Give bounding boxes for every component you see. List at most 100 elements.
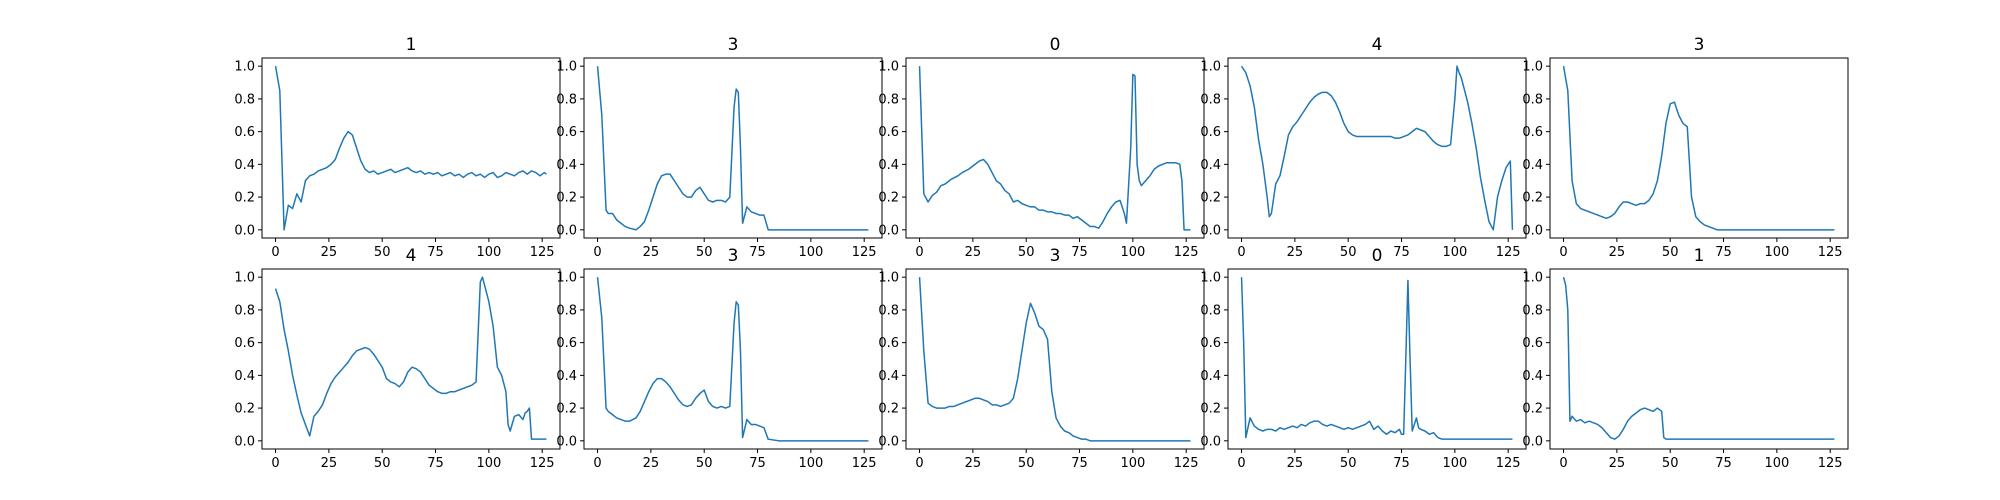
subplot-title: 1 [1694, 246, 1705, 266]
y-tick-label: 0.0 [1522, 434, 1543, 449]
y-tick-label: 0.4 [1522, 158, 1543, 173]
x-tick-label: 50 [374, 456, 391, 471]
y-tick-label: 0.0 [878, 223, 899, 238]
x-tick-label: 25 [965, 456, 982, 471]
subplot-title: 3 [1050, 246, 1061, 266]
x-tick-label: 125 [1174, 245, 1199, 260]
subplot-title: 3 [1694, 35, 1705, 55]
y-tick-label: 0.4 [234, 369, 255, 384]
x-tick-label: 100 [1120, 245, 1145, 260]
y-tick-label: 0.8 [1200, 92, 1221, 107]
subplot-title: 3 [728, 246, 739, 266]
y-tick-label: 0.2 [1200, 191, 1221, 206]
y-tick-label: 0.6 [878, 336, 899, 351]
axes-frame [583, 268, 883, 450]
x-tick-label: 50 [1018, 245, 1035, 260]
y-tick-label: 0.8 [878, 92, 899, 107]
series-line [1562, 276, 1835, 440]
y-tick-label: 0.4 [1200, 158, 1221, 173]
x-tick-label: 0 [593, 245, 601, 260]
series-line [596, 66, 869, 231]
x-tick-label: 50 [374, 245, 391, 260]
y-tick-label: 0.6 [556, 336, 577, 351]
y-tick-label: 0.6 [1200, 336, 1221, 351]
subplot-title: 1 [406, 35, 417, 55]
series-line [1240, 65, 1514, 231]
x-tick-label: 100 [798, 245, 823, 260]
x-tick-label: 25 [965, 245, 982, 260]
y-tick-label: 0.8 [1522, 303, 1543, 318]
y-tick-label: 0.6 [1200, 125, 1221, 140]
y-tick-label: 1.0 [878, 271, 899, 286]
x-tick-label: 100 [1764, 456, 1789, 471]
subplot-7: 3 0 25 50 75 100 125 0.0 0.2 0.4 0.6 0.8 1.0 [878, 246, 1205, 471]
x-tick-label: 100 [476, 456, 501, 471]
y-tick-label: 1.0 [234, 271, 255, 286]
subplot-9: 1 0 25 50 75 100 125 0.0 0.2 0.4 0.6 0.8 1.0 [1522, 246, 1849, 471]
axes-frame [1227, 268, 1527, 450]
y-tick-label: 0.4 [1200, 369, 1221, 384]
x-tick-label: 25 [643, 456, 660, 471]
x-tick-label: 25 [1287, 456, 1304, 471]
y-tick-label: 1.0 [234, 60, 255, 75]
x-tick-label: 0 [1559, 245, 1567, 260]
x-tick-label: 125 [852, 245, 877, 260]
x-tick-label: 100 [1764, 245, 1789, 260]
x-tick-label: 25 [1609, 456, 1626, 471]
y-tick-label: 0.8 [556, 92, 577, 107]
y-tick-label: 0.0 [234, 434, 255, 449]
y-tick-label: 0.6 [234, 336, 255, 351]
series-line [596, 277, 869, 442]
y-tick-label: 0.6 [1522, 125, 1543, 140]
x-tick-label: 25 [1609, 245, 1626, 260]
subplot-1: 3 0 25 50 75 100 125 0.0 0.2 0.4 0.6 0.8 1.0 [556, 35, 883, 260]
y-tick-label: 0.2 [234, 402, 255, 417]
x-tick-label: 75 [1393, 245, 1410, 260]
y-tick-label: 0.0 [1200, 434, 1221, 449]
x-tick-label: 75 [749, 245, 766, 260]
x-tick-label: 75 [1071, 456, 1088, 471]
x-tick-label: 0 [271, 456, 279, 471]
x-tick-label: 125 [1818, 245, 1843, 260]
y-tick-label: 0.4 [878, 158, 899, 173]
axes-frame [905, 57, 1205, 239]
x-tick-label: 25 [321, 245, 338, 260]
x-tick-label: 0 [1559, 456, 1567, 471]
subplot-0: 1 0 25 50 75 100 125 0.0 0.2 0.4 0.6 0.8 1.0 [234, 35, 561, 260]
y-tick-label: 0.2 [1200, 402, 1221, 417]
y-tick-label: 0.0 [1200, 223, 1221, 238]
x-tick-label: 75 [427, 245, 444, 260]
y-tick-label: 0.2 [234, 191, 255, 206]
x-tick-label: 100 [798, 456, 823, 471]
x-tick-label: 0 [1237, 456, 1245, 471]
y-tick-label: 0.0 [1522, 223, 1543, 238]
x-tick-label: 100 [1442, 456, 1467, 471]
x-tick-label: 50 [1018, 456, 1035, 471]
x-tick-label: 0 [1237, 245, 1245, 260]
y-tick-label: 0.0 [556, 434, 577, 449]
y-tick-label: 1.0 [556, 271, 577, 286]
x-tick-label: 75 [1071, 245, 1088, 260]
x-tick-label: 0 [271, 245, 279, 260]
x-tick-label: 100 [1442, 245, 1467, 260]
subplot-3: 4 0 25 50 75 100 125 0.0 0.2 0.4 0.6 0.8 1.0 [1200, 35, 1527, 260]
y-tick-label: 0.8 [1200, 303, 1221, 318]
series-line [918, 277, 1191, 442]
subplot-title: 3 [728, 35, 739, 55]
y-tick-label: 0.8 [234, 92, 255, 107]
x-tick-label: 75 [749, 456, 766, 471]
y-tick-label: 0.2 [1522, 402, 1543, 417]
x-tick-label: 125 [530, 245, 555, 260]
y-tick-label: 0.4 [556, 158, 577, 173]
y-tick-label: 0.0 [556, 223, 577, 238]
subplot-4: 3 0 25 50 75 100 125 0.0 0.2 0.4 0.6 0.8 1.0 [1522, 35, 1849, 260]
y-tick-label: 1.0 [1200, 60, 1221, 75]
y-tick-label: 0.8 [878, 303, 899, 318]
y-tick-label: 0.4 [234, 158, 255, 173]
y-tick-label: 0.0 [234, 223, 255, 238]
x-tick-label: 125 [1496, 245, 1521, 260]
subplot-title: 4 [1372, 35, 1383, 55]
series-line [1240, 277, 1513, 440]
y-tick-label: 0.2 [878, 191, 899, 206]
y-tick-label: 1.0 [1200, 271, 1221, 286]
